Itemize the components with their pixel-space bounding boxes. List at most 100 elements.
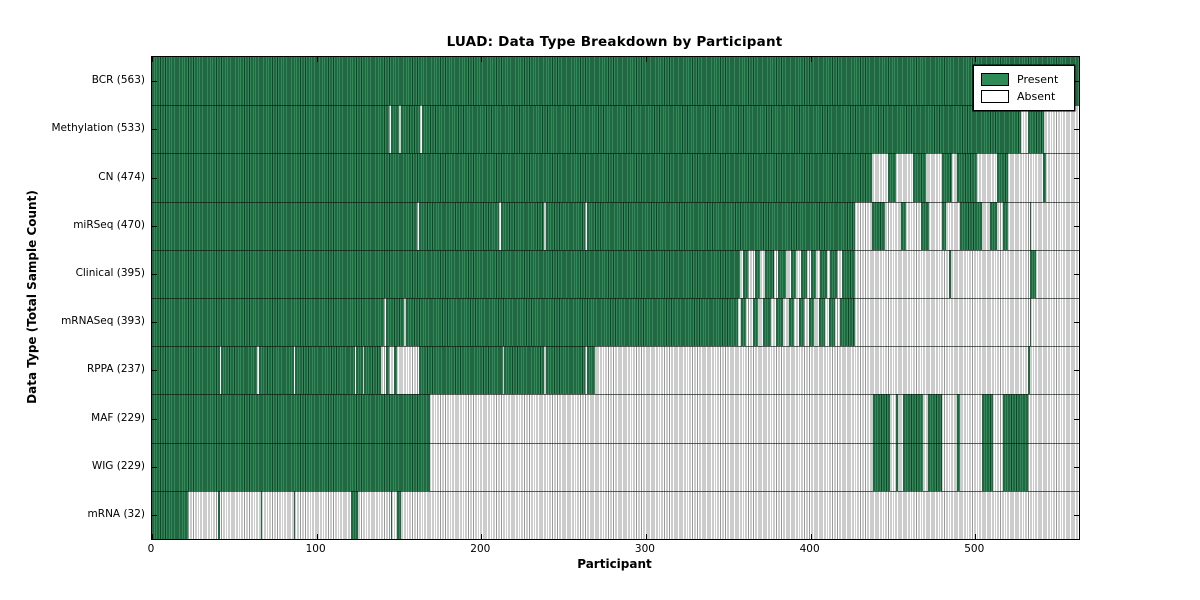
legend-present-label: Present xyxy=(1017,73,1059,86)
legend-absent-label: Absent xyxy=(1017,90,1056,103)
legend-absent-swatch-icon xyxy=(981,90,1009,103)
y-tick-label-clinical: Clinical (395) xyxy=(75,266,145,279)
tick-mark xyxy=(1074,514,1079,516)
y-tick-label-cn: CN (474) xyxy=(98,170,145,183)
tick-mark xyxy=(1074,418,1079,420)
y-tick-labels: BCR (563) Methylation (533) CN (474) miRSeq… xyxy=(0,0,145,600)
present-segment xyxy=(912,153,926,202)
present-segment xyxy=(996,153,1009,202)
present-segment xyxy=(741,298,747,347)
data-row-mrna xyxy=(152,490,1079,539)
present-segment xyxy=(957,394,961,443)
present-segment xyxy=(808,298,814,347)
present-segment xyxy=(743,249,749,298)
y-tick-label-mrnaseq: mRNASeq (393) xyxy=(61,315,145,328)
y-tick-label-maf: MAF (229) xyxy=(91,411,145,424)
tick-mark xyxy=(1074,273,1079,275)
row-separator xyxy=(152,442,1079,444)
tick-mark xyxy=(1074,225,1079,227)
present-segment xyxy=(152,346,220,395)
tick-mark xyxy=(645,57,647,62)
present-segment xyxy=(1003,201,1009,250)
present-segment xyxy=(259,346,294,395)
x-axis-label: Participant xyxy=(577,557,652,571)
present-segment xyxy=(990,201,997,250)
data-row-methylation xyxy=(152,105,1079,154)
present-segment xyxy=(789,298,795,347)
tick-mark xyxy=(316,534,318,539)
present-segment xyxy=(754,249,760,298)
x-tick-label-100: 100 xyxy=(305,543,326,555)
present-segment xyxy=(841,249,856,298)
legend: Present Absent xyxy=(973,65,1075,111)
row-separator xyxy=(152,105,1079,107)
tick-mark xyxy=(152,534,153,539)
legend-entry-present: Present xyxy=(981,71,1067,88)
y-tick-label-wig: WIG (229) xyxy=(91,459,145,472)
data-row-wig xyxy=(152,442,1079,491)
present-segment xyxy=(873,394,890,443)
present-segment xyxy=(260,490,263,539)
present-segment xyxy=(957,153,977,202)
present-segment xyxy=(942,153,953,202)
present-segment xyxy=(356,346,363,395)
tick-mark xyxy=(810,534,812,539)
present-segment xyxy=(840,298,856,347)
tick-mark xyxy=(1074,466,1079,468)
present-segment xyxy=(752,298,758,347)
row-separator xyxy=(152,201,1079,203)
present-segment xyxy=(957,442,961,491)
tick-mark xyxy=(1074,129,1079,131)
tick-mark xyxy=(810,57,812,62)
present-segment xyxy=(1029,298,1032,347)
tick-mark xyxy=(152,225,157,227)
tick-mark xyxy=(975,57,977,62)
present-segment xyxy=(871,201,885,250)
present-segment xyxy=(418,346,503,395)
tick-mark xyxy=(1074,177,1079,179)
tick-mark xyxy=(1074,81,1079,83)
present-segment xyxy=(1027,105,1045,154)
tick-mark xyxy=(481,57,483,62)
present-segment xyxy=(790,249,796,298)
present-segment xyxy=(385,346,390,395)
present-segment xyxy=(586,346,595,395)
tick-mark xyxy=(645,534,647,539)
plot-area: Present Absent xyxy=(151,56,1080,540)
present-segment xyxy=(981,394,994,443)
present-segment xyxy=(385,298,404,347)
row-separator xyxy=(152,490,1079,492)
present-segment xyxy=(873,442,890,491)
present-segment xyxy=(400,105,421,154)
present-segment xyxy=(776,298,783,347)
tick-mark xyxy=(975,534,977,539)
present-segment xyxy=(828,298,836,347)
tick-mark xyxy=(481,534,483,539)
present-segment xyxy=(545,201,586,250)
data-row-cn xyxy=(152,153,1079,202)
present-segment xyxy=(901,201,907,250)
present-segment xyxy=(351,490,358,539)
present-segment xyxy=(810,249,816,298)
y-tick-label-bcr: BCR (563) xyxy=(91,74,145,87)
legend-entry-absent: Absent xyxy=(981,88,1067,105)
tick-mark xyxy=(152,57,153,62)
present-segment xyxy=(1027,346,1030,395)
present-segment xyxy=(217,490,220,539)
present-segment xyxy=(364,346,381,395)
present-segment xyxy=(830,249,837,298)
x-tick-label-200: 200 xyxy=(470,543,491,555)
row-separator xyxy=(152,153,1079,155)
present-segment xyxy=(800,249,808,298)
data-row-mrnaseq xyxy=(152,298,1079,347)
present-segment xyxy=(152,394,431,443)
present-segment xyxy=(1029,201,1032,250)
present-segment xyxy=(927,442,943,491)
present-segment xyxy=(390,105,399,154)
present-segment xyxy=(818,298,826,347)
present-segment xyxy=(1003,394,1028,443)
y-tick-label-mirseq: miRSeq (470) xyxy=(73,218,145,231)
present-segment xyxy=(981,442,994,491)
present-segment xyxy=(152,201,418,250)
